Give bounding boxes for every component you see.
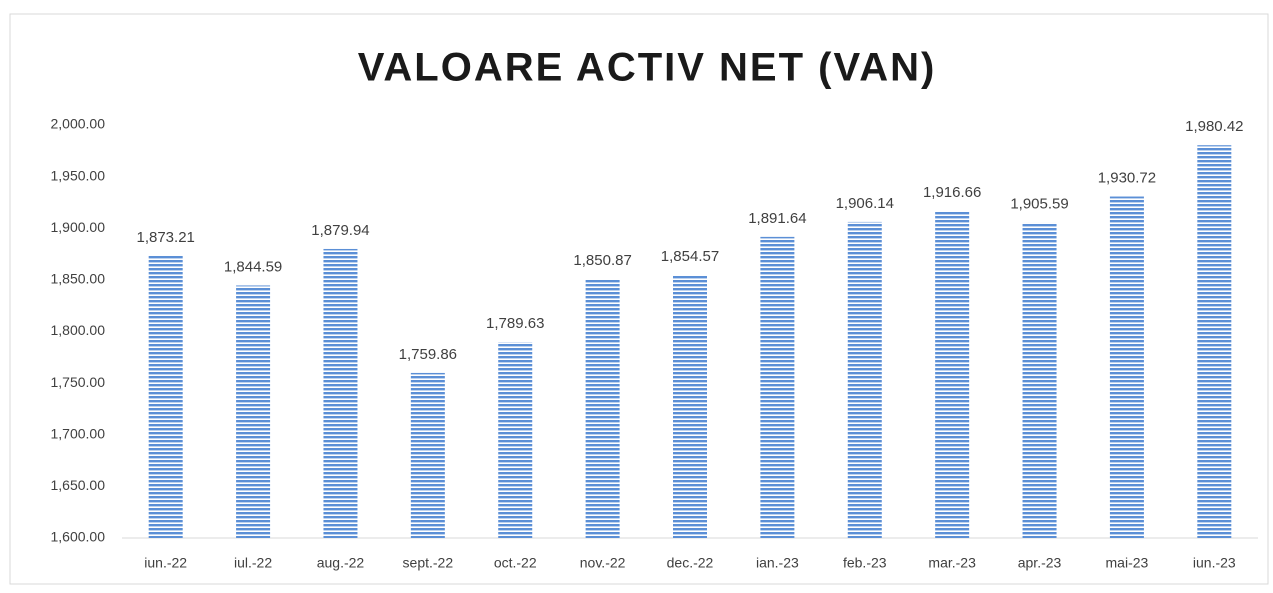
bar [410, 372, 445, 538]
data-label: 1,850.87 [573, 252, 631, 269]
data-label: 1,873.21 [136, 229, 194, 246]
y-tick-label: 1,700.00 [51, 425, 106, 441]
bar [673, 275, 707, 538]
x-tick-label: apr.-23 [1018, 555, 1062, 571]
x-tick-label: iun.-23 [1193, 555, 1236, 571]
chart-title: VALOARE ACTIV NET (VAN) [358, 46, 937, 90]
y-tick-label: 1,800.00 [51, 322, 106, 338]
bar [323, 248, 358, 538]
bar [148, 255, 183, 538]
data-label: 1,930.72 [1098, 170, 1156, 187]
data-label: 1,891.64 [748, 210, 806, 227]
y-tick-label: 1,650.00 [51, 477, 106, 493]
bar [1022, 222, 1057, 538]
x-tick-label: oct.-22 [494, 555, 537, 571]
x-tick-label: dec.-22 [667, 555, 714, 571]
bar [236, 285, 271, 538]
bar [760, 236, 795, 538]
data-label: 1,844.59 [224, 258, 282, 275]
data-label: 1,789.63 [486, 315, 544, 332]
y-tick-label: 2,000.00 [51, 116, 106, 132]
data-label: 1,916.66 [923, 184, 981, 201]
x-tick-label: iun.-22 [144, 555, 187, 571]
x-tick-label: mar.-23 [928, 555, 976, 571]
chart-frame [9, 13, 1269, 585]
y-tick-label: 1,600.00 [51, 529, 106, 545]
y-tick-label: 1,950.00 [51, 167, 106, 183]
data-label: 1,906.14 [836, 195, 894, 212]
data-label: 1,879.94 [311, 222, 369, 239]
bar [585, 278, 620, 538]
y-tick-label: 1,750.00 [51, 374, 106, 390]
y-tick-label: 1,850.00 [51, 271, 106, 287]
bar [935, 211, 970, 538]
data-label: 1,980.42 [1185, 118, 1243, 135]
data-label: 1,854.57 [661, 248, 719, 265]
x-tick-label: ian.-23 [756, 555, 799, 571]
bar [847, 221, 882, 538]
bar [498, 342, 533, 538]
x-tick-label: mai-23 [1106, 555, 1149, 571]
x-tick-label: sept.-22 [403, 555, 454, 571]
data-label: 1,905.59 [1010, 195, 1068, 212]
x-tick-label: aug.-22 [317, 555, 365, 571]
bar [1197, 145, 1232, 538]
data-label: 1,759.86 [399, 346, 457, 363]
y-tick-label: 1,900.00 [51, 219, 106, 235]
x-tick-label: nov.-22 [580, 555, 626, 571]
x-tick-label: iul.-22 [234, 555, 272, 571]
x-tick-label: feb.-23 [843, 555, 887, 571]
bar [1109, 196, 1144, 538]
